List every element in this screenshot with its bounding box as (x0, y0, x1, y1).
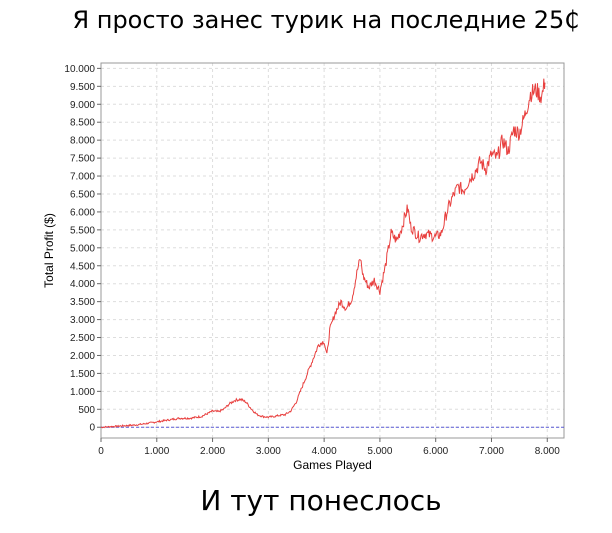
y-axis-ticks: 0 500 1.000 1.500 2.000 2.500 3.000 3.500 4.000 4… (64, 64, 101, 434)
y-tick-label: 7.000 (70, 172, 95, 183)
profit-series-line (100, 78, 546, 429)
top-caption: Я просто занес турик на последние 25₵ (72, 6, 580, 34)
x-tick-label: 0 (98, 446, 104, 457)
y-tick-label: 0 (89, 423, 95, 434)
x-tick-label: 7.000 (479, 446, 504, 457)
y-tick-label: 1.000 (70, 387, 95, 398)
y-tick-label: 6.000 (70, 207, 95, 218)
y-tick-label: 4.500 (70, 261, 95, 272)
y-tick-label: 9.000 (70, 100, 95, 111)
y-tick-label: 1.500 (70, 369, 95, 380)
y-tick-label: 8.000 (70, 136, 95, 147)
y-tick-label: 2.500 (70, 333, 95, 344)
x-tick-label: 3.000 (256, 446, 281, 457)
y-tick-label: 6.500 (70, 189, 95, 200)
x-tick-label: 8.000 (535, 446, 560, 457)
x-axis-title: Games Played (293, 458, 372, 472)
plot-frame (100, 62, 565, 439)
grid-layer (101, 63, 564, 438)
y-tick-label: 2.000 (70, 351, 95, 362)
x-tick-label: 4.000 (312, 446, 337, 457)
x-tick-label: 2.000 (200, 446, 225, 457)
x-axis-ticks: 0 1.000 2.000 3.000 4.000 5.000 6.000 7.000 8.00… (98, 438, 560, 457)
y-axis-title: Total Profit ($) (42, 213, 56, 288)
bottom-caption: И тут понеслось (200, 484, 442, 517)
y-tick-label: 9.500 (70, 82, 95, 93)
x-tick-label: 6.000 (423, 446, 448, 457)
y-tick-label: 4.000 (70, 279, 95, 290)
y-tick-label: 8.500 (70, 118, 95, 129)
y-tick-label: 7.500 (70, 154, 95, 165)
y-tick-label: 3.000 (70, 315, 95, 326)
y-tick-label: 5.000 (70, 243, 95, 254)
y-tick-label: 3.500 (70, 297, 95, 308)
y-tick-label: 500 (78, 405, 95, 416)
y-tick-label: 10.000 (64, 64, 95, 75)
y-tick-label: 5.500 (70, 225, 95, 236)
x-tick-label: 1.000 (144, 446, 169, 457)
x-tick-label: 5.000 (367, 446, 392, 457)
